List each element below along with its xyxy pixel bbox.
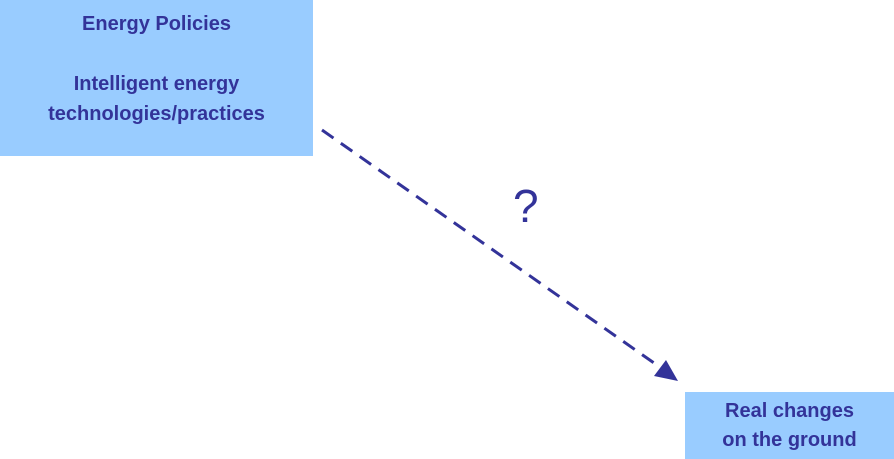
arrowhead-icon <box>654 360 678 381</box>
target-box-real-changes: Real changes on the ground <box>685 392 894 459</box>
source-box-energy-policies: Energy Policies Intelligent energy techn… <box>0 0 313 156</box>
source-box-line-2: technologies/practices <box>48 103 265 125</box>
connector-question-label: ? <box>513 180 539 232</box>
source-box-line-1: Intelligent energy <box>73 73 240 95</box>
source-box-heading: Energy Policies <box>82 13 231 35</box>
target-box-line-1: Real changes <box>725 400 854 422</box>
dashed-connector-line <box>321 128 665 372</box>
target-box-line-2: on the ground <box>722 429 857 451</box>
